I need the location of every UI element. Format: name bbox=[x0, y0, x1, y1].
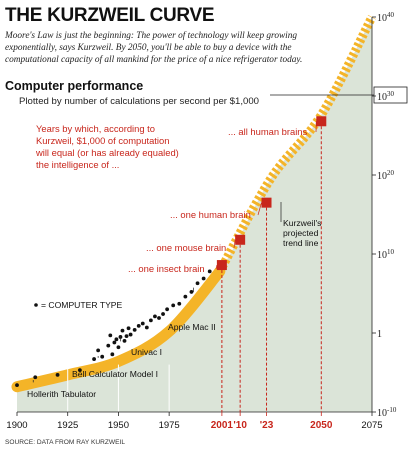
x-tick-label: 2001 bbox=[211, 420, 234, 431]
data-point bbox=[100, 354, 105, 359]
data-point bbox=[77, 368, 82, 373]
data-point bbox=[140, 321, 145, 326]
milestone-marker bbox=[216, 260, 227, 271]
area-under-curve bbox=[17, 17, 372, 412]
red-note-line-1: Years by which, according to bbox=[36, 123, 155, 134]
data-point bbox=[189, 290, 194, 294]
red-note-line-2: Kurzweil, $1,000 of computation bbox=[36, 135, 169, 146]
chart-subtitle: Computer performance bbox=[5, 79, 143, 93]
data-point bbox=[195, 281, 200, 286]
x-tick-label: 1975 bbox=[159, 420, 180, 431]
data-point bbox=[136, 323, 141, 328]
subtitle-note: Plotted by number of calculations per se… bbox=[19, 96, 259, 107]
intro-line-3: computational capacity of all mankind fo… bbox=[5, 54, 302, 65]
milestone-marker bbox=[235, 234, 246, 245]
milestone-label: ... one mouse brain bbox=[146, 242, 226, 253]
data-point bbox=[126, 326, 131, 331]
milestone-marker bbox=[316, 116, 327, 127]
intro-line-2: exponentially, says Kurzweil. By 2050, y… bbox=[5, 43, 292, 53]
projected-label-line-3: trend line bbox=[283, 238, 319, 248]
annotation-label: Hollerith Tabulator bbox=[27, 389, 96, 399]
y-tick-label: 10-10 bbox=[377, 406, 397, 419]
data-point bbox=[171, 303, 176, 308]
data-point bbox=[92, 357, 96, 361]
milestone-label: ... all human brains bbox=[228, 126, 308, 137]
data-point bbox=[108, 333, 113, 338]
milestone-connector bbox=[257, 202, 262, 216]
red-note-line-3: will equal (or has already equaled) bbox=[35, 147, 179, 158]
annotation-label: Apple Mac II bbox=[168, 322, 216, 332]
data-point bbox=[144, 325, 149, 330]
data-point bbox=[183, 294, 188, 299]
milestone-label: ... one human brain bbox=[170, 209, 251, 220]
data-point bbox=[96, 348, 101, 353]
milestone-label: ... one insect brain bbox=[128, 263, 205, 274]
data-point bbox=[128, 332, 133, 337]
y-tick-label: 1040 bbox=[377, 11, 395, 24]
plot-area bbox=[11, 14, 376, 412]
data-point bbox=[33, 375, 38, 380]
data-point bbox=[106, 343, 111, 348]
legend-dot bbox=[34, 303, 38, 307]
annotation-label: Bell Calculator Model I bbox=[72, 369, 158, 379]
x-tick-label: 1925 bbox=[57, 420, 78, 431]
x-tick-label: '10 bbox=[233, 420, 247, 431]
legend-label: = COMPUTER TYPE bbox=[41, 300, 123, 310]
milestone-connector bbox=[233, 239, 236, 249]
data-point bbox=[201, 276, 206, 281]
data-point bbox=[165, 307, 170, 312]
projected-label-line-2: projected bbox=[283, 228, 319, 238]
y-tick-label: 1010 bbox=[377, 248, 395, 261]
x-tick-label: 2075 bbox=[361, 420, 382, 431]
data-point bbox=[15, 383, 19, 388]
chart-title: THE KURZWEIL CURVE bbox=[5, 5, 214, 26]
x-tick-label: 1950 bbox=[108, 420, 129, 431]
data-point bbox=[132, 327, 137, 332]
data-point bbox=[161, 312, 165, 316]
milestone-marker bbox=[261, 197, 272, 208]
milestone-connector bbox=[215, 264, 218, 270]
y-tick-label: 1 bbox=[377, 329, 382, 340]
intro-line-1: Moore's Law is just the beginning: The p… bbox=[4, 30, 297, 41]
data-point bbox=[207, 269, 212, 274]
data-point bbox=[120, 328, 125, 333]
data-point bbox=[112, 340, 117, 345]
data-point bbox=[122, 339, 127, 343]
red-note-line-4: the intelligence of ... bbox=[36, 159, 119, 170]
data-point bbox=[177, 301, 182, 306]
x-tick-label: '23 bbox=[260, 420, 274, 431]
y-tick-label: 1030 bbox=[377, 90, 395, 103]
data-point bbox=[110, 352, 115, 357]
source-note: SOURCE: DATA FROM RAY KURZWEIL bbox=[5, 439, 125, 446]
annotation-label: Univac I bbox=[131, 347, 162, 357]
x-tick-label: 1900 bbox=[6, 420, 27, 431]
data-point bbox=[148, 318, 153, 323]
trend-band-dashed bbox=[215, 14, 376, 274]
data-point bbox=[114, 337, 119, 342]
data-point bbox=[55, 372, 60, 377]
x-tick-label: 2050 bbox=[310, 420, 333, 431]
data-point bbox=[157, 316, 161, 320]
data-point bbox=[116, 345, 121, 350]
data-point bbox=[153, 314, 157, 319]
trend-band-solid bbox=[11, 265, 226, 393]
projected-label-line-1: Kurzweil's bbox=[283, 218, 321, 228]
data-point bbox=[124, 334, 129, 339]
y-tick-label: 1020 bbox=[377, 169, 395, 182]
